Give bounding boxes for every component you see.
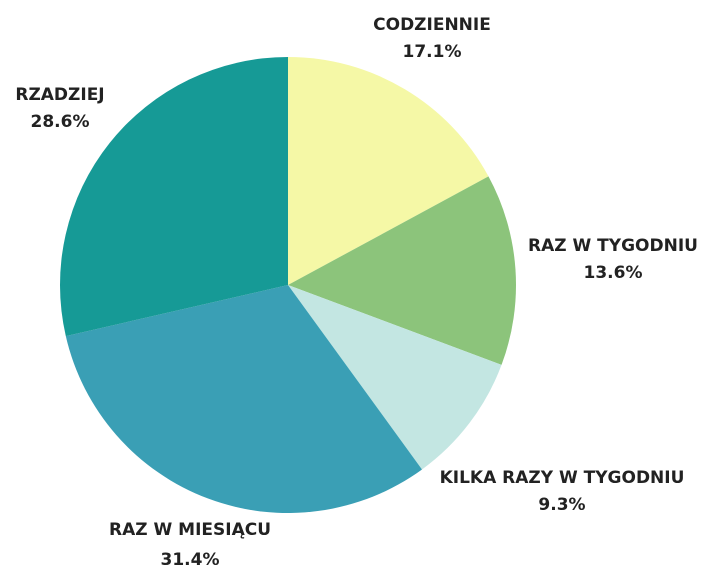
slice-label: RAZ W TYGODNIU (528, 236, 698, 256)
pie-slice (288, 176, 517, 365)
slice-value-label: 28.6% (31, 112, 90, 132)
pie-slice (288, 57, 489, 285)
slice-label: RZADZIEJ (15, 85, 104, 105)
slice-value-label: 31.4% (161, 550, 220, 569)
slice-value-label: 17.1% (403, 42, 462, 62)
pie-slice (60, 57, 288, 337)
slice-value-label: 9.3% (538, 495, 585, 515)
slice-label: RAZ W MIESIĄCU (109, 520, 271, 540)
slice-value-label: 13.6% (584, 263, 643, 283)
pie-slice (288, 285, 502, 470)
pie-slice (65, 285, 423, 513)
slice-label: CODZIENNIE (373, 15, 491, 35)
slice-label: KILKA RAZY W TYGODNIU (440, 468, 685, 488)
